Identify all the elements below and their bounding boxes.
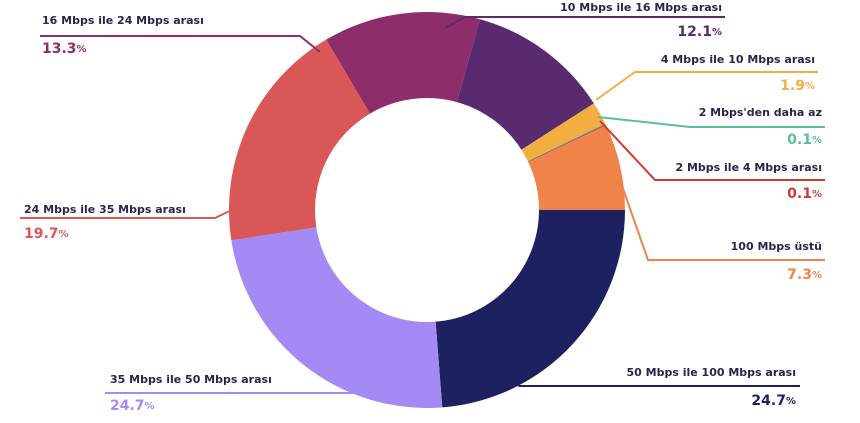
- slice: [527, 124, 607, 163]
- category-label: 35 Mbps ile 50 Mbps arası: [110, 373, 272, 386]
- leader-line: [20, 207, 237, 219]
- slice: [326, 12, 480, 114]
- leader-line: [444, 16, 725, 29]
- value-label: 0.1%: [787, 186, 822, 202]
- value-number: 0.1: [787, 132, 812, 148]
- value-number: 12.1: [677, 24, 712, 40]
- leader-line: [597, 116, 825, 128]
- category-label: 2 Mbps'den daha az: [699, 106, 822, 119]
- value-unit: %: [805, 81, 815, 92]
- category-label: 24 Mbps ile 35 Mbps arası: [24, 203, 186, 216]
- slice: [229, 39, 371, 241]
- slice: [435, 210, 625, 408]
- value-number: 13.3: [42, 41, 77, 57]
- slice: [527, 123, 606, 162]
- category-label: 10 Mbps ile 16 Mbps arası: [560, 1, 722, 14]
- value-label: 7.3%: [787, 267, 822, 283]
- leader-line: [504, 379, 800, 387]
- value-number: 24.7: [110, 398, 145, 414]
- value-label: 1.9%: [780, 78, 815, 94]
- category-label: 100 Mbps üstü: [731, 240, 822, 253]
- value-unit: %: [812, 270, 822, 281]
- leader-line: [105, 379, 371, 394]
- value-label: 0.1%: [787, 132, 822, 148]
- value-unit: %: [812, 189, 822, 200]
- value-number: 1.9: [780, 78, 805, 94]
- leader-line: [40, 35, 321, 53]
- value-label: 24.7%: [751, 393, 796, 409]
- value-label: 13.3%: [42, 41, 87, 57]
- value-number: 24.7: [751, 393, 786, 409]
- value-label: 12.1%: [677, 24, 722, 40]
- value-number: 7.3: [787, 267, 812, 283]
- slice: [521, 103, 605, 161]
- category-label: 16 Mbps ile 24 Mbps arası: [42, 14, 204, 27]
- category-label: 2 Mbps ile 4 Mbps arası: [675, 161, 822, 174]
- slice: [456, 19, 594, 150]
- value-unit: %: [59, 229, 69, 240]
- value-unit: %: [812, 135, 822, 146]
- value-unit: %: [712, 27, 722, 38]
- category-label: 4 Mbps ile 10 Mbps arası: [661, 53, 815, 66]
- value-label: 24.7%: [110, 398, 155, 414]
- value-number: 19.7: [24, 226, 59, 242]
- slice: [231, 227, 443, 408]
- leader-line: [595, 71, 818, 101]
- value-unit: %: [145, 401, 155, 412]
- value-number: 0.1: [787, 186, 812, 202]
- category-label: 50 Mbps ile 100 Mbps arası: [627, 366, 797, 379]
- leader-line: [599, 120, 825, 181]
- leader-line: [619, 179, 825, 261]
- slice: [528, 125, 625, 210]
- value-unit: %: [786, 396, 796, 407]
- value-unit: %: [77, 44, 87, 55]
- value-label: 19.7%: [24, 226, 69, 242]
